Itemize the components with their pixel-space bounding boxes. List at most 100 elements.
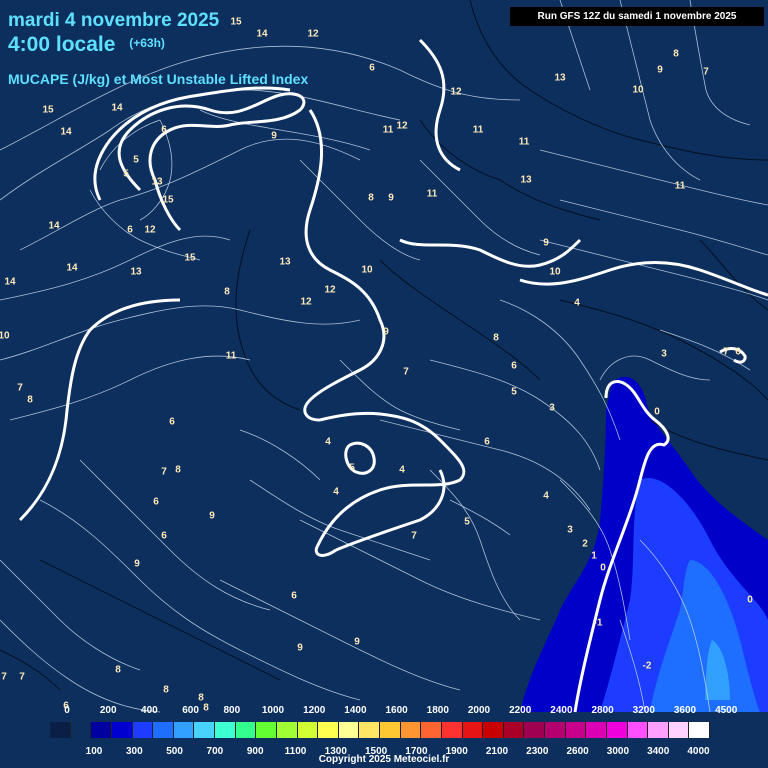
contour-label: 9 (134, 558, 140, 570)
contour-label: 15 (230, 16, 242, 28)
contour-label: 7 (723, 346, 729, 358)
scale-tick-upper: 3200 (632, 705, 655, 716)
contour-label: 10 (549, 266, 561, 278)
scale-color-cell (111, 722, 133, 738)
contour-label: 14 (60, 126, 72, 138)
scale-color-cell (380, 722, 401, 738)
contour-label: 4 (333, 486, 339, 498)
scale-tick-upper: 3600 (673, 705, 697, 716)
contour-label: 4 (325, 436, 331, 448)
scale-tick-lower: 900 (246, 746, 264, 757)
contour-label: 6 (369, 62, 375, 74)
contour-label: 6 (127, 224, 133, 236)
contour-thick-southeast (573, 380, 670, 713)
contour-label: 9 (388, 192, 394, 204)
scale-color-cell (668, 722, 690, 738)
scale-color-cell (256, 722, 277, 738)
contour-label: 0 (747, 594, 753, 606)
contour-label: 10 (632, 84, 644, 96)
contour-label: 11 (225, 350, 237, 362)
contour-label: 6 (169, 416, 175, 428)
contour-label: 12 (396, 120, 408, 132)
scale-color-cell (524, 722, 545, 738)
scale-tick-lower: 300 (125, 746, 143, 757)
scale-tick-lower: 100 (85, 746, 103, 757)
contour-label: 6 (161, 124, 167, 136)
scale-tick-lower: 3400 (647, 746, 670, 757)
scale-color-cell (565, 722, 587, 738)
scale-tick-upper: 2800 (591, 705, 614, 716)
contour-label: 13 (279, 256, 291, 268)
scale-tick-upper: 2200 (509, 705, 532, 716)
contour-thick-east (519, 261, 768, 297)
contour-label: 14 (66, 262, 78, 274)
scale-tick-upper: 800 (223, 705, 241, 716)
contour-thick-center-curl (335, 469, 446, 552)
scale-color-cell (689, 722, 710, 738)
contour-label: 8 (493, 332, 499, 344)
scale-color-cell (70, 722, 92, 738)
map-parameter: MUCAPE (J/kg) et Most Unstable Lifted In… (8, 71, 309, 87)
contour-thick-southwest (719, 347, 747, 364)
scale-color-cell (338, 722, 360, 738)
scale-color-cell (297, 722, 319, 738)
scale-tick-upper: 400 (141, 705, 158, 716)
scale-tick-lower: 2300 (526, 746, 549, 757)
contour-label: 6 (735, 346, 741, 358)
scale-color-cell (132, 722, 154, 738)
contour-label: 13 (130, 266, 142, 278)
contour-label: 9 (543, 237, 549, 249)
contour-thick-north-b (93, 86, 291, 201)
scale-tick-lower: 2100 (485, 746, 509, 757)
thin-contours (0, 0, 768, 713)
cape-shade-high (650, 560, 760, 712)
contour-label: 12 (300, 296, 312, 308)
contour-label: 4 (543, 490, 549, 502)
contour-label: 13 (554, 72, 566, 84)
coastlines (0, 0, 768, 691)
contour-label: 10 (0, 330, 10, 342)
contour-label: 8 (368, 192, 374, 204)
contour-label: 13 (151, 176, 163, 188)
contour-label: 7 (17, 382, 23, 394)
contour-label: 11 (382, 124, 394, 136)
scale-tick-lower: 1100 (284, 746, 307, 757)
scale-tick-upper: 1000 (261, 705, 285, 716)
contour-label: 5 (123, 168, 129, 180)
scale-color-cell (359, 722, 380, 738)
scale-tick-upper: 2400 (550, 705, 573, 716)
contour-label: 15 (184, 252, 196, 264)
cape-shade-peak (705, 640, 730, 700)
scale-tick-lower: 3000 (606, 746, 630, 757)
contour-label: 8 (115, 664, 121, 676)
contour-label: 7 (411, 530, 417, 542)
contour-label: 6 (161, 530, 167, 542)
contour-label: 8 (175, 464, 181, 476)
scale-color-cell (606, 722, 628, 738)
scale-color-cell (483, 722, 504, 738)
contour-label: 3 (661, 348, 667, 360)
run-info: Run GFS 12Z du samedi 1 novembre 2025 (510, 7, 764, 26)
contour-label: -2 (642, 660, 652, 672)
scale-tick-upper: 2000 (467, 705, 491, 716)
contour-label: 9 (209, 510, 215, 522)
contour-thick-west (18, 298, 181, 522)
scale-tick-upper: 1800 (426, 705, 449, 716)
contour-label: 10 (361, 264, 373, 276)
contour-label: 4 (399, 464, 405, 476)
scale-color-cell (276, 722, 298, 738)
scale-tick-upper: 1400 (344, 705, 367, 716)
scale-tick-lower: 700 (206, 746, 224, 757)
contour-label: 12 (307, 28, 319, 40)
contour-label: 5 (349, 462, 355, 474)
scale-color-cell (648, 722, 669, 738)
scale-tick-upper: 1600 (385, 705, 408, 716)
scale-tick-upper: 4500 (715, 705, 738, 716)
scale-color-cell (627, 722, 649, 738)
scale-tick-upper: 600 (182, 705, 199, 716)
contour-label: 6 (63, 700, 69, 712)
contour-label: 9 (297, 642, 303, 654)
contour-label: 8 (27, 394, 33, 406)
contour-label: 14 (256, 28, 268, 40)
